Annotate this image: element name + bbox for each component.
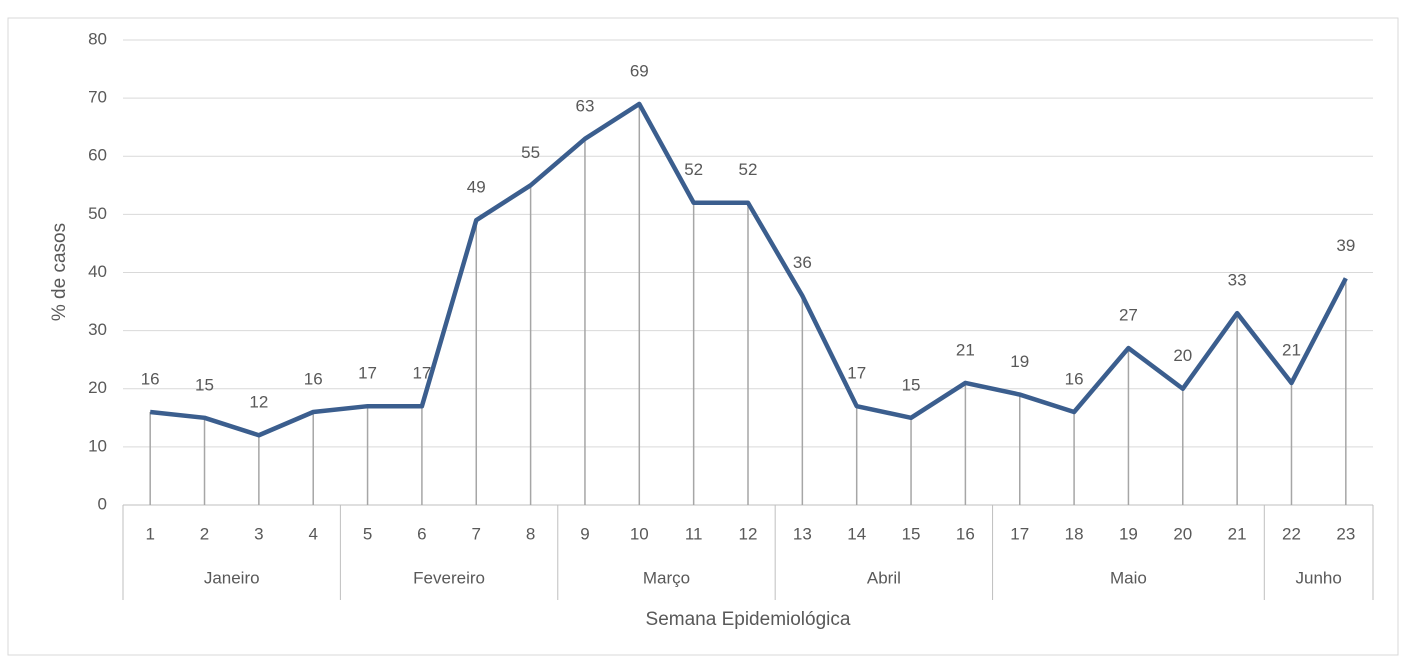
y-tick-label: 0 (98, 494, 107, 513)
data-label: 39 (1336, 236, 1355, 255)
x-tick-label: 18 (1065, 524, 1084, 543)
x-tick-label: 23 (1336, 524, 1355, 543)
x-tick-label: 11 (685, 524, 703, 543)
data-label: 63 (575, 96, 594, 115)
data-label: 33 (1228, 271, 1247, 290)
data-label: 69 (630, 61, 649, 80)
group-label: Maio (1110, 568, 1147, 587)
x-tick-label: 12 (739, 524, 758, 543)
x-tick-label: 14 (847, 524, 866, 543)
y-tick-label: 50 (88, 204, 107, 223)
group-label: Junho (1295, 568, 1341, 587)
data-label: 27 (1119, 306, 1138, 325)
data-label: 17 (412, 364, 431, 383)
x-tick-label: 17 (1010, 524, 1029, 543)
group-label: Janeiro (204, 568, 260, 587)
data-label: 19 (1010, 352, 1029, 371)
x-tick-label: 4 (308, 524, 317, 543)
y-tick-label: 30 (88, 320, 107, 339)
x-tick-label: 8 (526, 524, 535, 543)
data-label: 15 (195, 375, 214, 394)
data-label: 12 (249, 393, 268, 412)
y-tick-label: 70 (88, 88, 107, 107)
y-tick-label: 60 (88, 146, 107, 165)
x-tick-label: 7 (472, 524, 481, 543)
data-label: 17 (358, 364, 377, 383)
x-tick-label: 16 (956, 524, 975, 543)
data-label: 36 (793, 253, 812, 272)
data-label: 52 (684, 160, 703, 179)
group-label: Março (643, 568, 690, 587)
x-axis-label: Semana Epidemiológica (646, 609, 851, 630)
x-tick-label: 22 (1282, 524, 1301, 543)
group-label: Abril (867, 568, 901, 587)
data-label: 20 (1173, 346, 1192, 365)
data-label: 21 (956, 340, 975, 359)
x-tick-label: 19 (1119, 524, 1138, 543)
data-label: 16 (304, 369, 323, 388)
data-label: 52 (739, 160, 758, 179)
x-tick-label: 6 (417, 524, 426, 543)
x-tick-label: 1 (145, 524, 154, 543)
data-line (149, 101, 1348, 438)
x-tick-label: 3 (254, 524, 263, 543)
y-tick-label: 10 (88, 436, 107, 455)
chart-border (7, 17, 1399, 656)
data-label: 15 (902, 375, 921, 394)
data-label: 16 (141, 369, 160, 388)
x-tick-label: 10 (630, 524, 649, 543)
y-tick-label: 40 (88, 262, 107, 281)
x-tick-label: 5 (363, 524, 372, 543)
data-label: 49 (467, 178, 486, 197)
data-label: 17 (847, 364, 866, 383)
y-tick-label: 20 (88, 378, 107, 397)
data-label: 16 (1065, 369, 1084, 388)
x-tick-label: 13 (793, 524, 812, 543)
y-tick-label: 80 (88, 29, 107, 48)
y-axis-label: % de casos (49, 223, 70, 321)
x-tick-label: 2 (200, 524, 209, 543)
x-tick-label: 21 (1228, 524, 1247, 543)
data-label: 55 (521, 143, 540, 162)
x-tick-label: 20 (1173, 524, 1192, 543)
x-tick-label: 15 (902, 524, 921, 543)
x-tick-label: 9 (580, 524, 589, 543)
group-label: Fevereiro (413, 568, 485, 587)
data-label: 21 (1282, 340, 1301, 359)
